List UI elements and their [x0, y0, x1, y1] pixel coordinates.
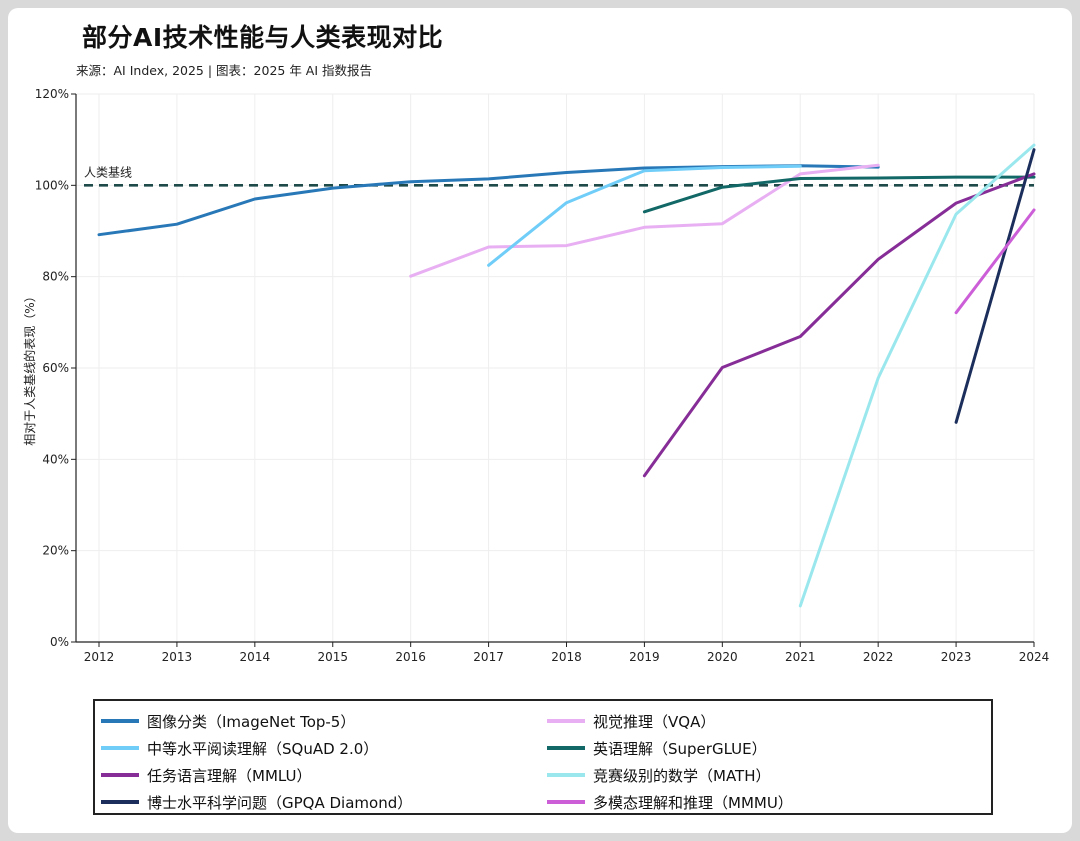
baseline-label: 人类基线: [84, 165, 132, 179]
x-tick-label: 2021: [785, 650, 816, 664]
x-tick-label: 2013: [162, 650, 193, 664]
human-baseline: 人类基线: [84, 165, 1034, 187]
x-tick-label: 2016: [395, 650, 426, 664]
axes: [71, 93, 1035, 647]
legend-label: 任务语言理解（MMLU）: [147, 766, 312, 785]
axis-labels: 2012 2013 2014 2015 2016 2017 2018 2019 2020 2021…: [22, 87, 1049, 664]
x-tick-label: 2023: [941, 650, 972, 664]
legend-swatch: [547, 746, 585, 750]
y-tick-label: 20%: [42, 544, 69, 558]
legend-label: 多模态理解和推理（MMMU）: [593, 793, 793, 812]
legend-item: 图像分类（ImageNet Top-5）: [101, 709, 355, 733]
legend-swatch: [101, 719, 139, 723]
chart-legend: 图像分类（ImageNet Top-5） 中等水平阅读理解（SQuAD 2.0） 任…: [93, 699, 993, 815]
legend-item: 多模态理解和推理（MMMU）: [547, 790, 793, 814]
x-tick-label: 2017: [473, 650, 504, 664]
x-tick-label: 2012: [84, 650, 115, 664]
legend-item: 竞赛级别的数学（MATH）: [547, 763, 770, 787]
series-line-4: [642, 172, 1036, 478]
grid: [76, 93, 1035, 643]
series-line-7: [954, 208, 1036, 315]
y-tick-label: 100%: [35, 178, 69, 192]
legend-label: 竞赛级别的数学（MATH）: [593, 766, 771, 785]
series-lines: [97, 143, 1036, 608]
y-tick-label: 40%: [42, 452, 69, 466]
series-line-6: [954, 148, 1036, 424]
x-tick-label: 2019: [629, 650, 660, 664]
legend-swatch: [101, 746, 139, 750]
legend-item: 中等水平阅读理解（SQuAD 2.0）: [101, 736, 378, 760]
legend-item: 博士水平科学问题（GPQA Diamond）: [101, 790, 412, 814]
legend-item: 视觉推理（VQA）: [547, 709, 715, 733]
x-tick-label: 2022: [863, 650, 894, 664]
legend-swatch: [101, 773, 139, 777]
x-tick-label: 2015: [317, 650, 348, 664]
x-tick-label: 2020: [707, 650, 738, 664]
legend-item: 英语理解（SuperGLUE）: [547, 736, 767, 760]
legend-label: 图像分类（ImageNet Top-5）: [147, 712, 356, 731]
y-tick-label: 80%: [42, 270, 69, 284]
x-tick-label: 2024: [1019, 650, 1050, 664]
y-tick-label: 60%: [42, 361, 69, 375]
legend-label: 英语理解（SuperGLUE）: [593, 739, 767, 758]
legend-label: 视觉推理（VQA）: [593, 712, 716, 731]
series-line-3: [642, 175, 1036, 214]
x-tick-label: 2014: [240, 650, 271, 664]
series-line-5: [798, 143, 1036, 608]
chart-subtitle: 来源：AI Index, 2025 | 图表：2025 年 AI 指数报告: [76, 63, 373, 78]
legend-label: 博士水平科学问题（GPQA Diamond）: [147, 793, 413, 812]
legend-item: 任务语言理解（MMLU）: [101, 763, 311, 787]
legend-swatch: [547, 800, 585, 804]
line-chart: 人类基线 2012 2013 2014 2015 2016 2017 2018 2019 202…: [22, 87, 1049, 664]
legend-swatch: [101, 800, 139, 804]
y-tick-label: 120%: [35, 87, 69, 101]
chart-title: 部分AI技术性能与人类表现对比: [82, 23, 444, 52]
y-axis-title: 相对于人类基线的表现（%）: [22, 290, 37, 445]
legend-swatch: [547, 773, 585, 777]
x-tick-label: 2018: [551, 650, 582, 664]
legend-label: 中等水平阅读理解（SQuAD 2.0）: [147, 739, 379, 758]
chart-card: [8, 8, 1072, 833]
legend-swatch: [547, 719, 585, 723]
y-tick-label: 0%: [50, 635, 69, 649]
